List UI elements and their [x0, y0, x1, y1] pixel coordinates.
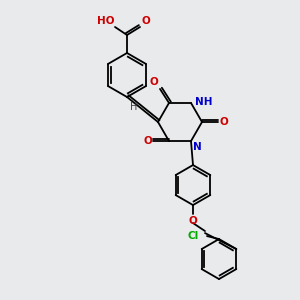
Text: Cl: Cl — [188, 231, 199, 241]
Text: NH: NH — [195, 97, 212, 107]
Text: O: O — [189, 216, 197, 226]
Text: HO: HO — [97, 16, 114, 26]
Text: H: H — [130, 103, 137, 112]
Text: N: N — [193, 142, 202, 152]
Text: O: O — [141, 16, 150, 26]
Text: O: O — [149, 77, 158, 87]
Text: O: O — [143, 136, 152, 146]
Text: O: O — [219, 117, 228, 127]
